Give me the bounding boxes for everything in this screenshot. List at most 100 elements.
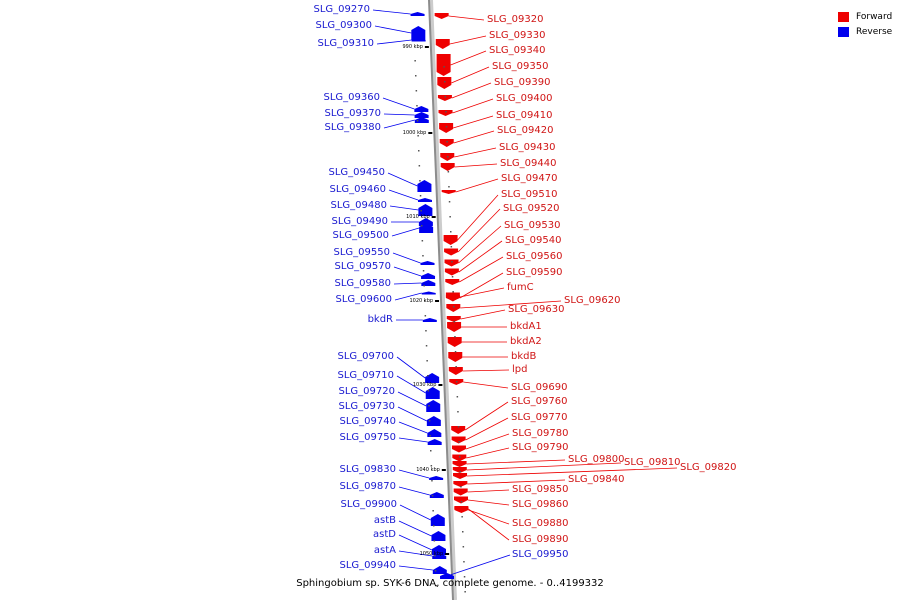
reverse-gene-arrow[interactable]: [429, 476, 444, 480]
reverse-gene-label[interactable]: SLG_09730: [338, 401, 395, 412]
reverse-gene-arrow[interactable]: [440, 573, 455, 579]
reverse-gene-label[interactable]: SLG_09460: [329, 184, 386, 195]
reverse-gene-arrow[interactable]: [418, 218, 433, 226]
reverse-gene-arrow[interactable]: [426, 416, 441, 426]
forward-gene-arrow[interactable]: [451, 426, 466, 434]
forward-gene-label[interactable]: SLG_09350: [492, 61, 549, 72]
reverse-gene-label[interactable]: SLG_09300: [315, 20, 372, 31]
forward-gene-label[interactable]: SLG_09880: [512, 518, 569, 529]
forward-gene-arrow[interactable]: [447, 337, 462, 347]
forward-gene-arrow[interactable]: [453, 481, 468, 487]
reverse-gene-arrow[interactable]: [410, 12, 425, 16]
forward-gene-arrow[interactable]: [452, 461, 467, 467]
reverse-gene-arrow[interactable]: [430, 514, 445, 526]
forward-gene-label[interactable]: SLG_09810: [624, 457, 681, 468]
forward-gene-label[interactable]: SLG_09320: [487, 14, 544, 25]
forward-gene-label[interactable]: SLG_09440: [500, 158, 557, 169]
reverse-gene-arrow[interactable]: [411, 38, 426, 42]
forward-gene-label[interactable]: SLG_09510: [501, 189, 558, 200]
reverse-gene-label[interactable]: SLG_09550: [333, 247, 390, 258]
forward-gene-label[interactable]: SLG_09690: [511, 382, 568, 393]
forward-gene-arrow[interactable]: [445, 292, 460, 302]
reverse-gene-arrow[interactable]: [414, 112, 429, 118]
reverse-gene-label[interactable]: SLG_09360: [323, 92, 380, 103]
forward-gene-arrow[interactable]: [448, 367, 463, 375]
reverse-gene-label[interactable]: astA: [373, 545, 396, 556]
forward-gene-label[interactable]: SLG_09890: [512, 534, 569, 545]
reverse-gene-arrow[interactable]: [425, 387, 440, 399]
reverse-gene-label[interactable]: SLG_09950: [512, 549, 569, 560]
forward-gene-arrow[interactable]: [439, 123, 454, 133]
reverse-gene-arrow[interactable]: [432, 566, 447, 574]
forward-gene-arrow[interactable]: [440, 163, 455, 171]
forward-gene-label[interactable]: bkdA2: [510, 336, 542, 347]
reverse-gene-label[interactable]: SLG_09270: [313, 4, 370, 15]
forward-gene-arrow[interactable]: [443, 235, 458, 245]
forward-gene-arrow[interactable]: [438, 110, 453, 116]
reverse-gene-arrow[interactable]: [431, 531, 446, 541]
forward-gene-label[interactable]: SLG_09470: [501, 173, 558, 184]
reverse-gene-arrow[interactable]: [432, 553, 447, 559]
forward-gene-arrow[interactable]: [446, 304, 461, 312]
forward-gene-arrow[interactable]: [452, 467, 467, 473]
forward-gene-arrow[interactable]: [444, 259, 459, 267]
reverse-gene-arrow[interactable]: [417, 180, 432, 192]
forward-gene-arrow[interactable]: [435, 39, 450, 49]
reverse-gene-label[interactable]: SLG_09870: [339, 481, 396, 492]
forward-gene-label[interactable]: SLG_09770: [511, 412, 568, 423]
reverse-gene-arrow[interactable]: [432, 545, 446, 555]
forward-gene-arrow[interactable]: [453, 488, 468, 496]
forward-gene-arrow[interactable]: [453, 473, 468, 479]
reverse-gene-label[interactable]: SLG_09500: [332, 230, 389, 241]
forward-gene-label[interactable]: SLG_09850: [512, 484, 569, 495]
reverse-gene-label[interactable]: SLG_09480: [330, 200, 387, 211]
reverse-gene-arrow[interactable]: [422, 318, 437, 322]
forward-gene-arrow[interactable]: [452, 454, 467, 462]
forward-gene-label[interactable]: SLG_09560: [506, 251, 563, 262]
reverse-gene-arrow[interactable]: [425, 373, 440, 383]
reverse-gene-arrow[interactable]: [421, 291, 436, 295]
forward-gene-label[interactable]: fumC: [507, 282, 534, 293]
reverse-gene-label[interactable]: SLG_09600: [335, 294, 392, 305]
forward-gene-arrow[interactable]: [434, 13, 449, 19]
forward-gene-label[interactable]: SLG_09630: [508, 304, 565, 315]
forward-gene-arrow[interactable]: [444, 268, 459, 276]
forward-gene-arrow[interactable]: [437, 77, 452, 89]
reverse-gene-label[interactable]: SLG_09580: [334, 278, 391, 289]
forward-gene-label[interactable]: SLG_09820: [680, 462, 737, 473]
reverse-gene-arrow[interactable]: [411, 26, 426, 40]
reverse-gene-label[interactable]: SLG_09490: [331, 216, 388, 227]
reverse-gene-arrow[interactable]: [427, 439, 442, 445]
forward-gene-arrow[interactable]: [448, 352, 463, 362]
reverse-gene-arrow[interactable]: [418, 198, 432, 202]
forward-gene-label[interactable]: SLG_09430: [499, 142, 556, 153]
forward-gene-arrow[interactable]: [446, 316, 461, 322]
reverse-gene-label[interactable]: SLG_09740: [339, 416, 396, 427]
forward-gene-label[interactable]: SLG_09800: [568, 454, 625, 465]
reverse-gene-label[interactable]: SLG_09310: [317, 38, 374, 49]
reverse-gene-label[interactable]: SLG_09710: [337, 370, 394, 381]
forward-gene-label[interactable]: SLG_09590: [506, 267, 563, 278]
forward-gene-arrow[interactable]: [444, 248, 459, 256]
forward-gene-label[interactable]: lpd: [512, 364, 528, 375]
forward-gene-label[interactable]: SLG_09530: [504, 220, 561, 231]
reverse-gene-arrow[interactable]: [414, 106, 429, 112]
forward-gene-label[interactable]: SLG_09790: [512, 442, 569, 453]
forward-gene-label[interactable]: bkdB: [511, 351, 537, 362]
forward-gene-label[interactable]: SLG_09840: [568, 474, 625, 485]
reverse-gene-arrow[interactable]: [419, 223, 434, 233]
reverse-gene-label[interactable]: SLG_09900: [340, 499, 397, 510]
forward-gene-arrow[interactable]: [437, 95, 452, 101]
forward-gene-label[interactable]: SLG_09520: [503, 203, 560, 214]
reverse-gene-label[interactable]: SLG_09380: [324, 122, 381, 133]
reverse-gene-label[interactable]: SLG_09940: [339, 560, 396, 571]
forward-gene-label[interactable]: bkdA1: [510, 321, 542, 332]
forward-gene-label[interactable]: SLG_09330: [489, 30, 546, 41]
forward-gene-arrow[interactable]: [445, 279, 460, 285]
forward-gene-arrow[interactable]: [447, 322, 462, 332]
reverse-gene-label[interactable]: astD: [373, 529, 396, 540]
reverse-gene-label[interactable]: SLG_09450: [328, 167, 385, 178]
forward-gene-label[interactable]: SLG_09620: [564, 295, 621, 306]
reverse-gene-label[interactable]: bkdR: [367, 314, 393, 325]
forward-gene-label[interactable]: SLG_09540: [505, 235, 562, 246]
